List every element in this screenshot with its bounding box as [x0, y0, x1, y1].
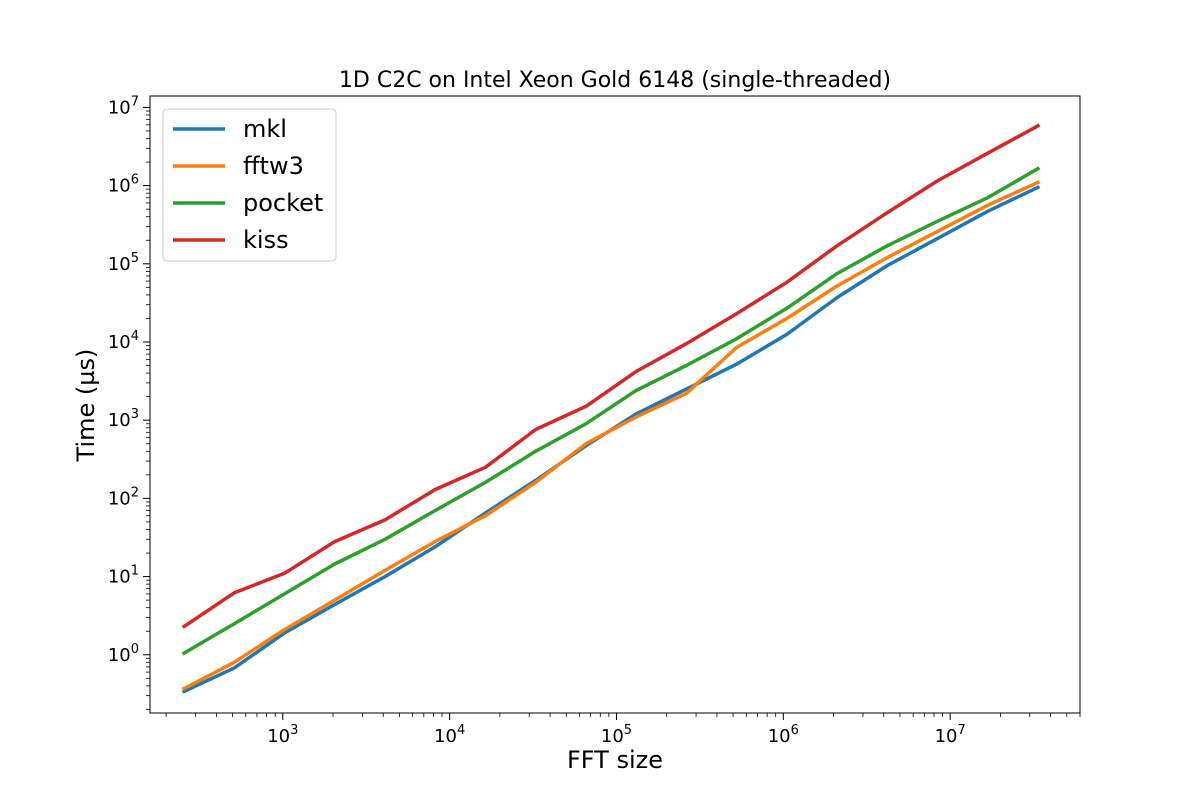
legend: mkl fftw3 pocket kiss [162, 108, 337, 262]
x-tick-base: 10 [768, 726, 791, 747]
x-tick-base: 10 [434, 726, 457, 747]
y-tick-label: 106 [108, 173, 139, 197]
x-tick-exponent: 4 [457, 723, 465, 738]
chart-title: 1D C2C on Intel Xeon Gold 6148 (single-t… [339, 68, 891, 93]
series-layer [181, 123, 1041, 694]
x-tick-label: 106 [768, 723, 799, 747]
y-tick-label: 105 [108, 251, 139, 275]
y-tick-label: 100 [108, 642, 139, 666]
x-tick-base: 10 [935, 726, 958, 747]
y-tick-base: 10 [108, 97, 131, 118]
y-tick-exponent: 2 [131, 485, 139, 500]
x-tick-base: 10 [267, 726, 290, 747]
legend-label-pocket: pocket [243, 189, 323, 217]
x-tick-base: 10 [601, 726, 624, 747]
y-tick-base: 10 [108, 176, 131, 197]
x-tick-exponent: 7 [957, 723, 965, 738]
y-tick-label: 102 [108, 485, 139, 509]
y-tick-exponent: 6 [131, 173, 139, 188]
series-line-pocket [181, 166, 1041, 656]
x-axis-ticks: 103 104 105 106 107 [267, 713, 966, 747]
y-tick-exponent: 4 [131, 329, 139, 344]
y-tick-exponent: 3 [131, 407, 139, 422]
y-tick-base: 10 [108, 488, 131, 509]
plot-area-frame [149, 95, 1081, 714]
y-tick-base: 10 [108, 332, 131, 353]
y-axis-label: Time (µs) [72, 349, 100, 463]
y-tick-label: 103 [108, 407, 139, 431]
y-tick-exponent: 1 [131, 564, 139, 579]
y-tick-exponent: 5 [131, 251, 139, 266]
minor-ticks [146, 110, 1081, 717]
y-tick-base: 10 [108, 567, 131, 588]
x-tick-label: 103 [267, 723, 298, 747]
y-tick-exponent: 0 [131, 642, 139, 657]
legend-label-mkl: mkl [243, 115, 287, 143]
y-tick-base: 10 [108, 254, 131, 275]
series-line-fftw3 [181, 180, 1041, 691]
legend-box [162, 108, 337, 262]
x-tick-exponent: 6 [791, 723, 799, 738]
y-tick-base: 10 [108, 410, 131, 431]
y-tick-label: 101 [108, 564, 139, 588]
y-tick-label: 104 [108, 329, 139, 353]
x-tick-label: 105 [601, 723, 632, 747]
x-tick-label: 107 [935, 723, 966, 747]
y-tick-label: 107 [108, 94, 139, 118]
x-tick-exponent: 5 [624, 723, 632, 738]
y-tick-exponent: 7 [131, 94, 139, 109]
x-tick-label: 104 [434, 723, 465, 747]
legend-label-kiss: kiss [243, 226, 289, 254]
x-axis-label: FFT size [567, 746, 663, 774]
x-tick-exponent: 3 [290, 723, 298, 738]
y-tick-base: 10 [108, 645, 131, 666]
series-line-kiss [181, 123, 1041, 629]
legend-label-fftw3: fftw3 [243, 152, 304, 180]
